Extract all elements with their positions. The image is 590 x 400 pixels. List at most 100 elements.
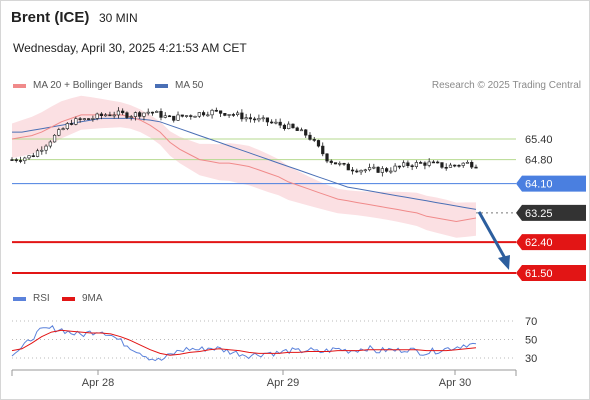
candle-body [346,163,350,171]
candle-body [146,111,150,114]
candle [474,164,478,169]
legend-ma20-label: MA 20 + Bollinger Bands [33,80,143,91]
candle-body [431,161,436,164]
candle [329,159,333,165]
candle-body [453,164,457,167]
legend-ma50-label: MA 50 [175,80,204,91]
candle-body [197,112,201,117]
candle [116,107,121,119]
candle-body [389,170,393,173]
candle-body [274,121,278,124]
candle [346,162,350,171]
candle-body [248,117,252,120]
candle-body [10,159,14,161]
candle-body [295,127,299,131]
candle-body [397,165,401,168]
candle-body [133,112,138,117]
candle-body [218,110,223,114]
candle [350,166,355,175]
candle [397,165,401,170]
candle [14,157,18,163]
candle [74,116,78,126]
candle [470,160,474,170]
level-label-65-40: 65.40 [525,134,553,146]
candle [461,162,465,168]
candle [299,127,304,132]
candle-body [74,118,78,125]
candle [431,160,436,164]
candle-body [172,115,176,121]
candle-body [184,115,189,117]
candle-body [176,114,180,121]
candle [142,112,146,121]
candle [23,156,27,164]
candle [448,162,453,168]
candle-body [44,145,48,151]
candle [91,115,95,122]
candle [87,118,91,120]
candle [423,161,427,170]
candle-body [316,140,321,147]
candle-body [189,115,193,117]
candle [52,134,57,143]
candle-body [23,157,27,162]
candle-body [99,113,103,116]
candle [167,115,172,118]
candle [61,127,65,131]
candle [240,109,244,122]
legend-rsi-label: RSI [33,293,50,304]
rsi-line [11,325,477,362]
candle-body [410,165,414,167]
legend-ma50: MA 50 [155,80,203,91]
candle-body [159,111,163,118]
candle [133,111,138,121]
candle-body [385,168,389,172]
candle-body [402,162,406,167]
x-tick-label: Apr 28 [82,377,114,389]
candle-body [40,149,44,152]
instrument-title: Brent (ICE) [11,9,90,26]
rsi-tick-50: 50 [525,335,537,347]
candle [359,169,363,175]
candle [316,139,321,148]
candle [10,157,14,161]
candle-body [470,161,474,168]
candle [453,164,457,168]
candle [150,111,155,116]
candle-body [338,162,342,165]
candle-body [121,110,125,114]
ma20-line [11,114,477,223]
legend-9ma-label: 9MA [82,293,103,304]
candle-body [291,123,295,129]
candle-body [282,124,287,130]
candle [197,112,201,118]
x-tick-label: Apr 29 [267,377,299,389]
candle [108,111,112,117]
candle-body [231,114,235,116]
candle [227,114,231,118]
candle [193,115,197,118]
candle-body [65,123,69,129]
candle [270,119,274,124]
candle-body [27,155,31,159]
candle-body [142,112,146,117]
candle [427,158,431,168]
candle [78,116,82,123]
candle [99,112,103,120]
candle-body [393,165,397,172]
candle [440,162,444,169]
candle-body [236,112,240,115]
candle-body [423,162,427,166]
candle-body [257,118,261,121]
candle [146,108,150,116]
candle [163,112,167,119]
candle [295,126,299,131]
candle [265,117,270,126]
level-tag-61-50 [516,265,586,281]
forecast-arrow-head [498,255,510,270]
candle [325,153,329,164]
candle-body [167,115,172,118]
level-tag-62-40 [516,234,586,251]
candle-body [57,129,61,136]
